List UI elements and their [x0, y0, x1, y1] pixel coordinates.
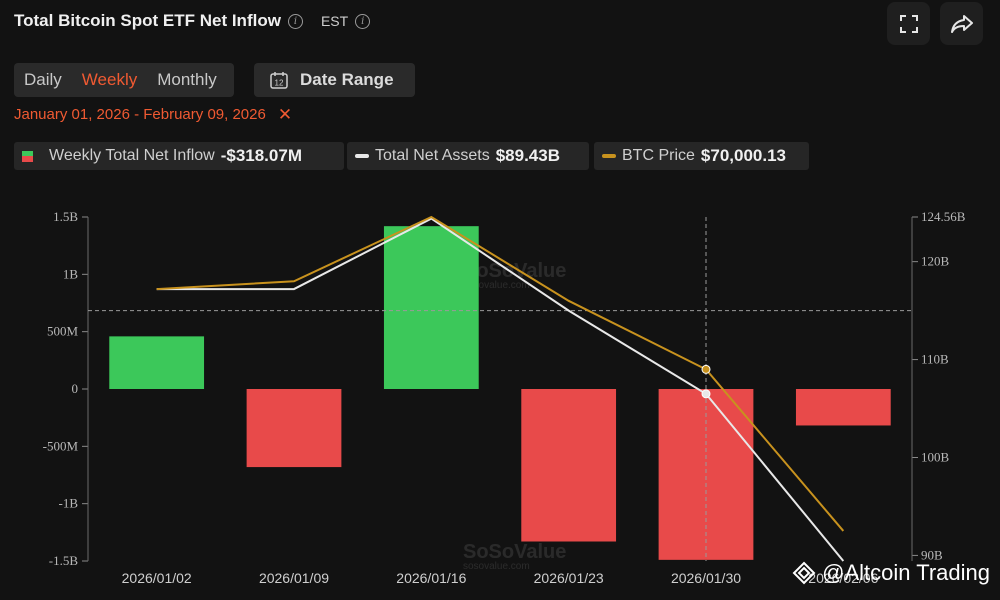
legend-assets-name: Total Net Assets	[375, 147, 490, 164]
left-axis-label: 500M	[47, 324, 79, 339]
btc-swatch-icon	[602, 154, 616, 158]
btc-price-marker	[701, 364, 711, 374]
assets-swatch-icon	[355, 154, 369, 158]
calendar-day: 12	[275, 79, 284, 88]
right-axis-label: 110B	[921, 352, 949, 367]
timezone-info-icon[interactable]: i	[355, 13, 371, 29]
inflow-bar	[109, 336, 205, 389]
info-icon[interactable]: i	[287, 13, 303, 29]
legend-assets[interactable]: Total Net Assets $89.43B	[347, 142, 589, 170]
left-axis-label: 0	[72, 381, 79, 396]
share-button[interactable]	[940, 2, 983, 45]
x-axis-label: 2026/01/16	[396, 570, 466, 586]
inflow-bar	[521, 389, 617, 542]
diamond-logo-icon	[792, 561, 816, 585]
left-axis: 1.5B 1B 500M 0 -500M -1B -1.5B	[43, 209, 89, 568]
fullscreen-button[interactable]	[887, 2, 930, 45]
left-axis-label: -500M	[43, 438, 79, 453]
interval-selector: Daily Weekly Monthly	[14, 63, 234, 97]
fullscreen-icon	[899, 14, 918, 33]
inflow-swatch-icon	[22, 150, 33, 162]
x-axis-label: 2026/01/23	[534, 570, 604, 586]
calendar-icon: 12	[270, 72, 288, 89]
left-axis-label: -1B	[59, 496, 79, 511]
interval-daily[interactable]: Daily	[24, 70, 62, 89]
inflow-bar	[383, 226, 479, 389]
left-axis-label: 1B	[63, 266, 79, 281]
inflow-bar	[795, 389, 891, 426]
right-axis-label: 100B	[921, 449, 950, 464]
date-range-button[interactable]: 12 Date Range	[254, 63, 415, 97]
legend-inflow-value: -$318.07M	[220, 146, 302, 165]
x-axis: 2026/01/02 2026/01/09 2026/01/16 2026/01/23…	[122, 570, 879, 586]
inflow-bar	[246, 389, 342, 468]
x-axis-label: 2026/01/30	[671, 570, 741, 586]
crosshair	[88, 217, 912, 561]
clear-range-icon[interactable]: ✕	[277, 105, 293, 124]
timezone-label: EST	[320, 13, 349, 29]
legend-btc-value: $70,000.13	[700, 146, 786, 165]
interval-weekly[interactable]: Weekly	[81, 70, 138, 89]
share-icon	[950, 14, 973, 33]
x-axis-label: 2026/01/02	[122, 570, 192, 586]
watermark-brand-bottom: SoSoValue	[463, 541, 566, 563]
right-axis-label: 90B	[921, 547, 943, 562]
btc-price-line	[156, 215, 845, 532]
legend-inflow-name: Weekly Total Net Inflow	[49, 147, 215, 164]
selected-range-row: January 01, 2026 - February 09, 2026 ✕	[14, 106, 292, 123]
title-row: Total Bitcoin Spot ETF Net Inflow i EST …	[14, 11, 371, 31]
date-range-label: Date Range	[300, 70, 394, 89]
bar-series	[109, 226, 891, 560]
legend-assets-value: $89.43B	[495, 146, 560, 165]
line-series	[156, 215, 845, 562]
credit: @Altcoin Trading	[792, 560, 990, 586]
x-axis-label: 2026/02/06	[808, 570, 878, 586]
assets-line	[156, 217, 845, 562]
watermark-site: sosovalue.com	[463, 280, 530, 291]
credit-text: @Altcoin Trading	[822, 560, 990, 585]
left-axis-label: 1.5B	[53, 209, 78, 224]
left-axis-label: -1.5B	[49, 553, 79, 568]
legend-btc-name: BTC Price	[622, 147, 695, 164]
right-axis-label: 124.56B	[921, 209, 966, 224]
x-axis-label: 2026/01/09	[259, 570, 329, 586]
watermark-site-bottom: sosovalue.com	[463, 561, 530, 572]
assets-marker	[701, 389, 711, 399]
watermark: SoSoValue sosovalue.com SoSoValue sosova…	[463, 260, 566, 572]
interval-monthly[interactable]: Monthly	[157, 70, 217, 89]
selected-range: January 01, 2026 - February 09, 2026	[14, 106, 266, 123]
inflow-bar	[658, 389, 754, 560]
right-axis: 124.56B 120B 110B 100B 90B	[911, 209, 966, 562]
watermark-brand: SoSoValue	[463, 260, 566, 282]
right-axis-label: 120B	[921, 254, 950, 269]
chart-title: Total Bitcoin Spot ETF Net Inflow	[14, 11, 281, 30]
legend-inflow[interactable]: Weekly Total Net Inflow -$318.07M	[14, 142, 344, 170]
legend-btc[interactable]: BTC Price $70,000.13	[594, 142, 809, 170]
